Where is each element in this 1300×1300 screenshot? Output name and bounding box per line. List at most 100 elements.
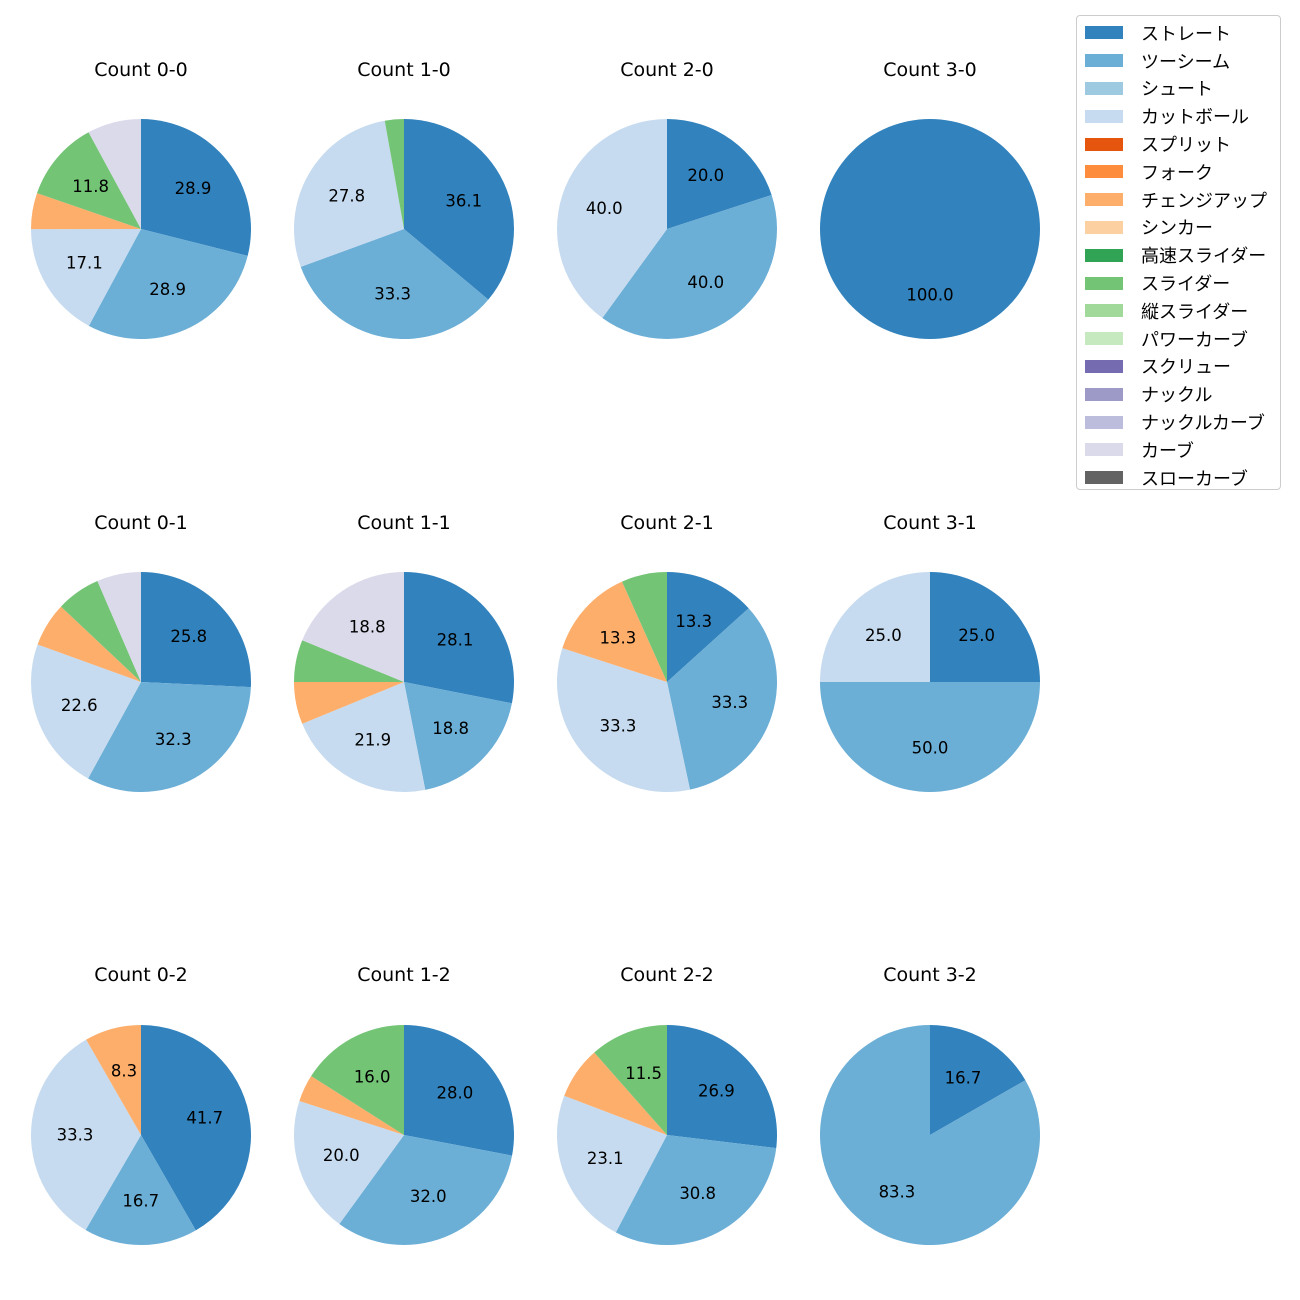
- slice-value-label: 27.8: [328, 187, 365, 206]
- slice-value-label: 26.9: [698, 1082, 735, 1101]
- pie-count-3-1: Count 3-1 25.0 50.0 25.0: [820, 512, 1040, 792]
- legend-swatch: [1085, 304, 1123, 318]
- pie-title: Count 0-1: [94, 512, 188, 534]
- pie-title: Count 3-1: [883, 512, 977, 534]
- legend-swatch: [1085, 220, 1123, 234]
- pie-slice-チェンジアップ: [37, 606, 142, 682]
- pie-title: Count 0-0: [94, 59, 188, 81]
- legend-label: ナックル: [1141, 385, 1213, 407]
- pie-slice-カットボール: [30, 644, 141, 779]
- pie-count-1-1: Count 1-1 28.1 18.8 21.9 18.8: [294, 512, 514, 793]
- pie-title: Count 2-0: [620, 59, 714, 81]
- slice-value-label: 28.9: [175, 179, 212, 198]
- pie-slice-ツーシーム: [820, 1025, 1041, 1245]
- pie-slice-カットボール: [31, 229, 141, 326]
- pie-slice-ストレート: [404, 119, 514, 300]
- legend-label: フォーク: [1141, 162, 1213, 184]
- pie-slice-ストレート: [667, 572, 749, 682]
- slice-value-label: 40.0: [687, 273, 724, 292]
- legend-item: 縦スライダー: [1085, 297, 1280, 325]
- slice-value-label: 11.5: [625, 1064, 662, 1083]
- pie-slice-スライダー: [294, 640, 404, 682]
- pie-slice-スライダー: [622, 572, 667, 682]
- pie-title: Count 2-2: [620, 964, 714, 986]
- pie-count-3-2: Count 3-2 16.7 83.3: [820, 964, 1041, 1245]
- pie-slice-カーブ: [97, 572, 141, 682]
- pie-slice-カットボール: [556, 1095, 667, 1233]
- legend-item: スクリュー: [1085, 353, 1280, 381]
- pie-count-0-0: Count 0-0 28.9 28.9 17.1 11.8: [30, 59, 252, 339]
- legend-label: スライダー: [1141, 274, 1231, 296]
- pie-slice-スライダー: [60, 581, 141, 682]
- pie-title: Count 2-1: [620, 512, 714, 534]
- pie-slice-カーブ: [88, 119, 141, 229]
- legend-item: 高速スライダー: [1085, 241, 1280, 269]
- legend-item: カーブ: [1085, 436, 1280, 464]
- pie-slice-カットボール: [294, 120, 404, 267]
- slice-value-label: 41.7: [186, 1108, 223, 1127]
- pie-slice-ツーシーム: [300, 229, 489, 339]
- slice-value-label: 22.6: [61, 696, 98, 715]
- pie-slice-カットボール: [302, 682, 426, 793]
- pie-title: Count 3-0: [883, 59, 977, 81]
- pie-title: Count 1-2: [357, 964, 451, 986]
- legend-swatch: [1085, 137, 1123, 151]
- legend-swatch: [1085, 332, 1123, 346]
- slice-value-label: 32.0: [410, 1187, 447, 1206]
- slice-value-label: 16.7: [945, 1068, 982, 1087]
- pie-slice-ストレート: [404, 572, 514, 704]
- slice-value-label: 16.0: [354, 1068, 391, 1087]
- legend-item: チェンジアップ: [1085, 186, 1280, 214]
- legend-label: シンカー: [1141, 218, 1213, 240]
- legend-item: ナックルカーブ: [1085, 408, 1280, 436]
- pie-slice-カーブ: [302, 572, 404, 682]
- slice-value-label: 11.8: [72, 177, 109, 196]
- pie-slice-チェンジアップ: [562, 581, 667, 682]
- legend-swatch: [1085, 81, 1123, 95]
- pie-slice-チェンジアップ: [299, 1076, 404, 1135]
- legend-label: カットボール: [1141, 107, 1249, 129]
- pie-slice-カットボール: [556, 648, 691, 793]
- slice-value-label: 16.7: [122, 1192, 159, 1211]
- legend-swatch: [1085, 54, 1123, 68]
- legend-swatch: [1085, 415, 1123, 429]
- legend-swatch: [1085, 443, 1123, 457]
- pie-count-2-2: Count 2-2 26.9 30.8 23.1 11.5: [556, 964, 778, 1246]
- pie-count-0-1: Count 0-1 25.8 32.3 22.6: [30, 512, 252, 793]
- pie-slice-チェンジアップ: [86, 1025, 141, 1135]
- legend-label: ツーシーム: [1141, 51, 1231, 73]
- pie-slice-ツーシーム: [85, 1135, 196, 1246]
- pie-slice-ツーシーム: [820, 682, 1040, 792]
- slice-value-label: 25.0: [865, 626, 902, 645]
- pie-title: Count 1-1: [357, 512, 451, 534]
- legend-item: パワーカーブ: [1085, 325, 1280, 353]
- legend-label: パワーカーブ: [1141, 329, 1248, 351]
- legend-label: ナックルカーブ: [1141, 413, 1265, 435]
- slice-value-label: 23.1: [587, 1149, 624, 1168]
- pie-slice-ストレート: [141, 119, 252, 256]
- legend-label: ストレート: [1141, 23, 1231, 45]
- pie-slice-ストレート: [141, 1025, 252, 1231]
- pie-count-1-2: Count 1-2 28.0 32.0 20.0 16.0: [293, 964, 514, 1245]
- legend-label: 縦スライダー: [1141, 301, 1249, 323]
- slice-value-label: 20.0: [687, 166, 724, 185]
- slice-value-label: 30.8: [679, 1184, 716, 1203]
- pie-title: Count 3-2: [883, 964, 977, 986]
- legend-item: スライダー: [1085, 269, 1280, 297]
- slice-value-label: 33.3: [57, 1125, 94, 1144]
- slice-value-label: 25.8: [170, 627, 207, 646]
- legend-label: スプリット: [1141, 135, 1231, 157]
- legend-item: ストレート: [1085, 19, 1280, 47]
- slice-value-label: 21.9: [354, 731, 391, 750]
- slice-value-label: 36.1: [445, 192, 482, 211]
- pie-count-2-1: Count 2-1 13.3 33.3 33.3 13.3: [556, 512, 778, 793]
- pie-slice-チェンジアップ: [564, 1052, 667, 1135]
- pie-slice-ストレート: [820, 119, 1040, 339]
- pie-slice-ツーシーム: [88, 229, 248, 339]
- pie-slice-カットボール: [556, 119, 667, 318]
- slice-value-label: 83.3: [879, 1183, 916, 1202]
- legend-item: スプリット: [1085, 130, 1280, 158]
- slice-value-label: 33.3: [374, 285, 411, 304]
- pie-slice-ストレート: [930, 1025, 1026, 1135]
- slice-value-label: 40.0: [586, 199, 623, 218]
